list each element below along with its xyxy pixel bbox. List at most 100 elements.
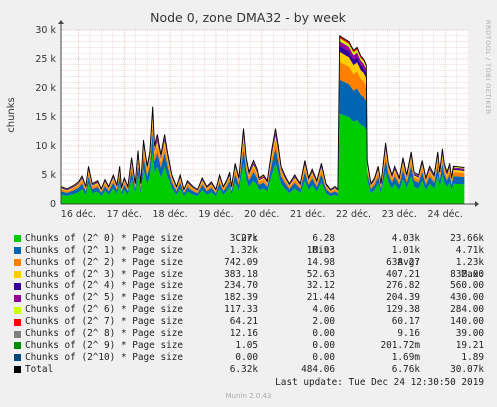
series-area-0 xyxy=(61,113,465,204)
x-tick-label: 16 déc. xyxy=(61,209,96,220)
x-tick-label: 21 déc. xyxy=(290,209,325,220)
legend-swatch xyxy=(14,271,21,279)
legend-swatch xyxy=(14,318,21,326)
legend-row: Chunks of (2^ 7) * Page size 64.21 2.00 60.… xyxy=(0,316,497,328)
x-tick-label: 24 déc. xyxy=(428,209,463,220)
x-tick-label: 23 déc. xyxy=(382,209,417,220)
legend-row: Chunks of (2^ 4) * Page size 234.70 32.12 2… xyxy=(0,280,497,292)
legend-header-avg: Avg: xyxy=(397,256,420,268)
legend-value-max: 430.00 xyxy=(450,292,484,304)
legend-value-cur: 64.21 xyxy=(229,316,258,328)
legend-value-avg: 60.17 xyxy=(391,316,420,328)
legend-value-cur: 12.16 xyxy=(229,328,258,340)
legend-row: Chunks of (2^ 2) * Page size 742.09 14.98 6… xyxy=(0,257,497,269)
legend-series-name: Chunks of (2^ 4) * Page size xyxy=(25,280,184,292)
x-tick-label: 17 déc. xyxy=(107,209,142,220)
legend-swatch xyxy=(14,330,21,338)
chart-title: Node 0, zone DMA32 - by week xyxy=(150,10,347,25)
legend-series-name: Chunks of (2^ 1) * Page size xyxy=(25,244,184,256)
x-tick-label: 22 déc. xyxy=(336,209,371,220)
legend-value-avg: 129.38 xyxy=(386,304,420,316)
y-tick-labels: 0 5 k 10 k 15 k 20 k 25 k 30 k xyxy=(35,25,56,210)
legend-header: Cur: Min: Avg: Max: xyxy=(0,221,497,280)
legend-row: Total 6.32k 484.06 6.76k 30.07k xyxy=(0,364,497,376)
legend-series-name: Chunks of (2^ 6) * Page size xyxy=(25,304,184,316)
legend-value-avg: 201.72m xyxy=(380,339,420,351)
y-tick-label: 25 k xyxy=(35,54,56,65)
legend-series-name: Chunks of (2^10) * Page size xyxy=(25,351,184,363)
legend-series-name: Chunks of (2^ 8) * Page size xyxy=(25,328,184,340)
legend-swatch xyxy=(14,294,21,302)
legend-series-name: Chunks of (2^ 7) * Page size xyxy=(25,316,184,328)
legend-value-min: 0.00 xyxy=(312,351,335,363)
legend-header-cur: Cur: xyxy=(235,232,258,244)
legend-value-cur: 117.33 xyxy=(224,304,258,316)
legend-value-max: 23.66k xyxy=(450,232,484,244)
legend-value-max: 832.00 xyxy=(450,268,484,280)
legend-series-name: Chunks of (2^ 3) * Page size xyxy=(25,268,184,280)
legend-value-min: 14.98 xyxy=(306,256,335,268)
legend-row: Chunks of (2^ 6) * Page size 117.33 4.06 12… xyxy=(0,304,497,316)
legend-value-min: 4.06 xyxy=(312,304,335,316)
legend-value-min: 484.06 xyxy=(301,363,335,375)
legend-value-min: 6.28 xyxy=(312,232,335,244)
legend-value-avg: 6.76k xyxy=(391,363,420,375)
legend-series-name: Chunks of (2^ 9) * Page size xyxy=(25,339,184,351)
munin-version: Munin 2.0.43 xyxy=(225,392,272,400)
legend-value-avg: 1.69m xyxy=(391,351,420,363)
legend-value-max: 19.21 xyxy=(455,339,484,351)
legend-value-avg: 407.21 xyxy=(386,268,420,280)
legend-value-max: 4.71k xyxy=(455,244,484,256)
series-area-4 xyxy=(61,45,465,191)
y-tick-label: 20 k xyxy=(35,83,56,94)
x-tick-label: 19 déc. xyxy=(198,209,233,220)
x-tick-label: 18 déc. xyxy=(152,209,187,220)
legend-value-min: 2.00 xyxy=(312,316,335,328)
legend-value-max: 1.89 xyxy=(461,351,484,363)
legend-value-cur: 383.18 xyxy=(224,268,258,280)
legend-value-min: 0.00 xyxy=(312,339,335,351)
legend-value-min: 32.12 xyxy=(306,280,335,292)
legend-row: Chunks of (2^ 3) * Page size 383.18 52.63 4… xyxy=(0,269,497,281)
legend-value-avg: 4.03k xyxy=(391,232,420,244)
legend-row: Chunks of (2^ 9) * Page size 1.05 0.00 201.… xyxy=(0,340,497,352)
y-tick-label: 5 k xyxy=(41,170,56,181)
y-axis-arrow xyxy=(58,20,64,24)
legend-rows: Chunks of (2^ 0) * Page size 3.27k 6.28 4.0… xyxy=(0,233,497,376)
y-tick-label: 15 k xyxy=(35,112,56,123)
legend-value-cur: 3.27k xyxy=(229,232,258,244)
series-line-total xyxy=(60,34,465,191)
legend-value-max: 39.00 xyxy=(455,328,484,340)
legend-swatch xyxy=(14,306,21,314)
legend-value-min: 0.00 xyxy=(312,328,335,340)
legend-value-cur: 0.00 xyxy=(235,351,258,363)
legend-value-max: 140.00 xyxy=(450,316,484,328)
last-update-text: Last update: Tue Dec 24 12:30:50 2019 xyxy=(275,377,484,388)
legend-swatch xyxy=(14,235,21,243)
legend-value-avg: 1.01k xyxy=(391,244,420,256)
y-axis-label: chunks xyxy=(6,97,17,133)
legend-value-avg: 204.39 xyxy=(386,292,420,304)
y-tick-label: 0 xyxy=(50,199,56,210)
legend-value-min: 21.44 xyxy=(306,292,335,304)
legend-value-max: 30.07k xyxy=(450,363,484,375)
legend-row: Chunks of (2^ 1) * Page size 1.32k 10.93 1.… xyxy=(0,245,497,257)
y-tick-label: 10 k xyxy=(35,141,56,152)
legend-swatch xyxy=(14,366,21,374)
rrdtool-credit: RRDTOOL / TOBI OETIKER xyxy=(484,20,492,115)
legend-value-min: 10.93 xyxy=(306,244,335,256)
legend-value-cur: 234.70 xyxy=(224,280,258,292)
legend-value-max: 284.00 xyxy=(450,304,484,316)
stacked-areas xyxy=(60,34,465,204)
legend-series-name: Total xyxy=(25,363,54,375)
legend-swatch xyxy=(14,247,21,255)
y-tick-label: 30 k xyxy=(35,25,56,36)
legend-row: Chunks of (2^ 8) * Page size 12.16 0.00 9.1… xyxy=(0,328,497,340)
legend-value-cur: 6.32k xyxy=(229,363,258,375)
legend-table: Cur: Min: Avg: Max: Chunks of (2^ 0) * P… xyxy=(0,221,497,376)
legend-value-avg: 9.16 xyxy=(397,328,420,340)
legend-value-cur: 1.32k xyxy=(229,244,258,256)
series-area-1 xyxy=(61,79,465,197)
x-tick-labels: 16 déc. 17 déc. 18 déc. 19 déc. 20 déc. 21 dé… xyxy=(61,209,463,220)
legend-swatch xyxy=(14,282,21,290)
